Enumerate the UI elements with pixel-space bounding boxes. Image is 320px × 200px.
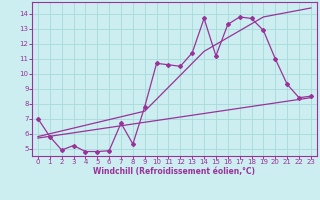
X-axis label: Windchill (Refroidissement éolien,°C): Windchill (Refroidissement éolien,°C) xyxy=(93,167,255,176)
